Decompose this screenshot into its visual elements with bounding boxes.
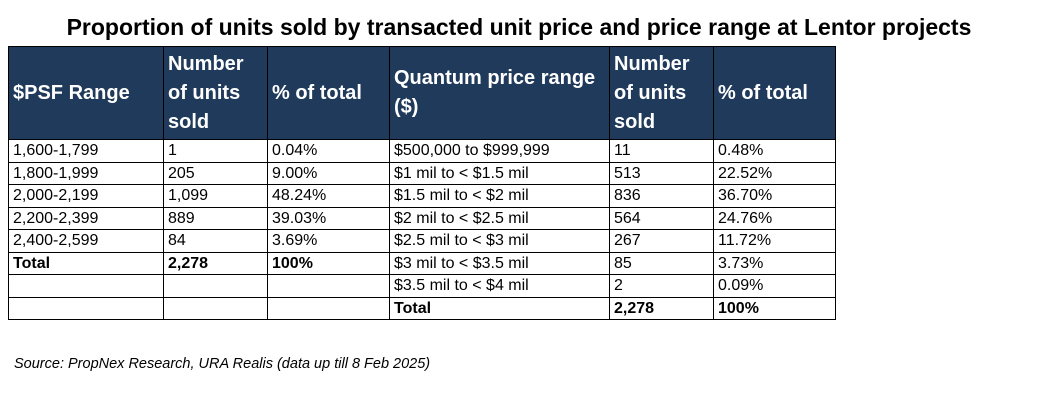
quantum-range-cell: $2 mil to < $2.5 mil [389, 206, 610, 230]
quantum-range-cell: $3 mil to < $3.5 mil [389, 251, 610, 275]
empty-cell [267, 296, 390, 320]
units-sold-left-cell: 1 [163, 139, 268, 163]
header-quantum-range: Quantum price range ($) [389, 46, 610, 140]
pct-total-left-cell: 39.03% [267, 206, 390, 230]
pct-total-right-total: 100% [713, 296, 836, 320]
table-row: Total 2,278 100% [8, 296, 836, 320]
header-units-sold-left: Number of units sold [163, 46, 268, 140]
quantum-range-cell: $3.5 mil to < $4 mil [389, 274, 610, 298]
page-title: Proportion of units sold by transacted u… [66, 14, 972, 40]
quantum-range-cell: $500,000 to $999,999 [389, 139, 610, 163]
psf-range-cell: 2,200-2,399 [8, 206, 164, 230]
quantum-range-cell: $1 mil to < $1.5 mil [389, 161, 610, 185]
units-sold-left-total: 2,278 [163, 251, 268, 275]
units-sold-right-cell: 85 [609, 251, 714, 275]
units-sold-right-cell: 564 [609, 206, 714, 230]
table-row: 1,600-1,799 1 0.04% $500,000 to $999,999… [8, 139, 836, 163]
quantum-range-cell: $2.5 mil to < $3 mil [389, 229, 610, 253]
empty-cell [8, 274, 164, 298]
psf-total-label: Total [8, 251, 164, 275]
units-sold-right-cell: 267 [609, 229, 714, 253]
units-sold-left-cell: 889 [163, 206, 268, 230]
pct-total-left-cell: 48.24% [267, 184, 390, 208]
header-pct-total-left: % of total [267, 46, 390, 140]
units-sold-left-cell: 1,099 [163, 184, 268, 208]
table-row: 2,200-2,399 889 39.03% $2 mil to < $2.5 … [8, 206, 836, 230]
table-row: Total 2,278 100% $3 mil to < $3.5 mil 85… [8, 251, 836, 275]
units-sold-right-cell: 2 [609, 274, 714, 298]
psf-range-cell: 1,800-1,999 [8, 161, 164, 185]
psf-range-cell: 1,600-1,799 [8, 139, 164, 163]
table-row: 1,800-1,999 205 9.00% $1 mil to < $1.5 m… [8, 161, 836, 185]
table-header-row: $PSF Range Number of units sold % of tot… [8, 46, 836, 140]
source-note: Source: PropNex Research, URA Realis (da… [14, 356, 431, 372]
empty-cell [267, 274, 390, 298]
units-sold-left-cell: 84 [163, 229, 268, 253]
units-sold-left-cell: 205 [163, 161, 268, 185]
units-sold-right-total: 2,278 [609, 296, 714, 320]
empty-cell [8, 296, 164, 320]
pct-total-left-cell: 0.04% [267, 139, 390, 163]
pct-total-left-total: 100% [267, 251, 390, 275]
pct-total-left-cell: 3.69% [267, 229, 390, 253]
quantum-range-cell: $1.5 mil to < $2 mil [389, 184, 610, 208]
header-pct-total-right: % of total [713, 46, 836, 140]
header-psf-range: $PSF Range [8, 46, 164, 140]
units-sold-right-cell: 836 [609, 184, 714, 208]
table-row: 2,400-2,599 84 3.69% $2.5 mil to < $3 mi… [8, 229, 836, 253]
pct-total-right-cell: 11.72% [713, 229, 836, 253]
units-sold-right-cell: 513 [609, 161, 714, 185]
table-row: $3.5 mil to < $4 mil 2 0.09% [8, 274, 836, 298]
pct-total-right-cell: 22.52% [713, 161, 836, 185]
psf-range-cell: 2,400-2,599 [8, 229, 164, 253]
psf-range-cell: 2,000-2,199 [8, 184, 164, 208]
pct-total-right-cell: 0.09% [713, 274, 836, 298]
data-table: $PSF Range Number of units sold % of tot… [8, 46, 836, 320]
empty-cell [163, 274, 268, 298]
quantum-total-label: Total [389, 296, 610, 320]
pct-total-left-cell: 9.00% [267, 161, 390, 185]
pct-total-right-cell: 36.70% [713, 184, 836, 208]
table-row: 2,000-2,199 1,099 48.24% $1.5 mil to < $… [8, 184, 836, 208]
pct-total-right-cell: 24.76% [713, 206, 836, 230]
pct-total-right-cell: 0.48% [713, 139, 836, 163]
pct-total-right-cell: 3.73% [713, 251, 836, 275]
units-sold-right-cell: 11 [609, 139, 714, 163]
header-units-sold-right: Number of units sold [609, 46, 714, 140]
empty-cell [163, 296, 268, 320]
